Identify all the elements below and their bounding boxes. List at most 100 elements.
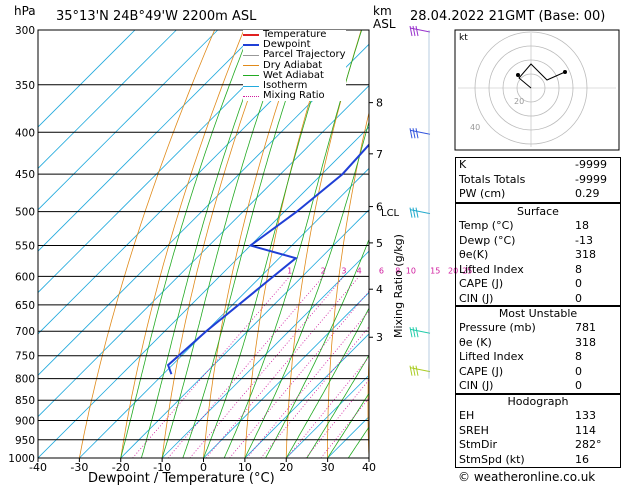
surface-value: 0 [575, 277, 582, 290]
surface-value: 0 [575, 291, 582, 305]
hodograph-row: StmDir 282° [456, 438, 620, 453]
legend-label: Dry Adiabat [263, 59, 323, 71]
hodograph-row: StmSpd (kt) 16 [456, 453, 620, 468]
hodograph-label: StmSpd (kt) [459, 452, 525, 466]
asl-label: ASL [373, 17, 396, 31]
wind-barb-feather [412, 327, 416, 338]
isotherm-line [38, 30, 301, 294]
legend-swatch [243, 85, 259, 87]
mixing-ratio-line [132, 276, 291, 458]
legend-swatch [243, 65, 259, 67]
km-tick-label: 6 [376, 201, 383, 214]
wind-barb [409, 27, 431, 33]
dry-adiabat [79, 30, 215, 458]
isotherm-line [203, 291, 369, 458]
index-label: PW (cm) [459, 187, 506, 200]
wet-adiabat [120, 30, 252, 458]
x-tick-label: -20 [112, 461, 130, 474]
mixing-ratio-label: 3 [341, 266, 346, 275]
legend-swatch [243, 54, 259, 56]
pressure-tick-label: 750 [15, 351, 35, 363]
unstable-table: Most Unstable Pressure (mb) 781 θe (K) 318 L… [455, 305, 621, 395]
location-title: 35°13'N 24B°49'W 2200m ASL [56, 9, 257, 24]
unstable-row: CIN (J) 0 [456, 379, 620, 394]
index-value: 0.29 [575, 187, 600, 200]
unstable-row: θe (K) 318 [456, 336, 620, 351]
mixing-ratio-label: 8 [395, 266, 400, 275]
legend-item: Isotherm [243, 80, 346, 91]
hodograph-frame [454, 29, 620, 151]
hodograph-trace [518, 63, 566, 89]
isotherm-line [244, 333, 369, 458]
index-row-totals: Totals Totals -9999 [456, 173, 620, 188]
pressure-tick-label: 450 [15, 169, 35, 181]
x-tick-label: -30 [70, 461, 88, 474]
wind-barb-feather [415, 207, 419, 218]
wet-adiabat [327, 392, 369, 458]
legend-swatch [243, 95, 259, 97]
datetime-title: 28.04.2022 21GMT (Base: 00) [410, 9, 606, 24]
mixing-ratio-line [167, 276, 324, 458]
hodograph-value: 16 [575, 452, 589, 466]
indices-table: K -9999 Totals Totals -9999 PW (cm) 0.29 [455, 157, 621, 203]
unstable-label: θe (K) [459, 335, 492, 349]
hodograph-title: Hodograph [507, 395, 569, 408]
isotherm-line [161, 250, 369, 458]
unstable-label: CAPE (J) [459, 364, 504, 378]
hodograph-ring-label: 40 [470, 123, 480, 132]
dewpoint-line [166, 143, 369, 375]
pressure-tick-label: 300 [15, 25, 35, 37]
surface-label: CAPE (J) [459, 277, 504, 290]
hodograph-value: 133 [575, 409, 596, 422]
unstable-row: Pressure (mb) 781 [456, 321, 620, 336]
hodograph-point [563, 70, 567, 74]
mixing-ratio-line [189, 276, 345, 458]
km-tick-label: 5 [376, 237, 383, 250]
wind-barb-feather [412, 25, 416, 37]
hodograph-value: 282° [575, 438, 602, 451]
hodograph-point [516, 73, 520, 77]
wind-barb-feather [409, 365, 413, 376]
mixing-ratio-label: 25 [462, 266, 472, 275]
wind-barb-feather [412, 207, 416, 218]
mixing-ratio-label: 2 [321, 266, 326, 275]
index-value: -9999 [575, 172, 607, 186]
isotherm-line [38, 30, 343, 335]
pressure-tick-label: 700 [15, 326, 35, 338]
legend-swatch [243, 34, 259, 37]
unstable-row: CAPE (J) 0 [456, 365, 620, 380]
surface-value: 318 [575, 248, 596, 261]
wind-barb-feather [412, 365, 416, 376]
surface-label: θe(K) [459, 248, 489, 261]
index-label: Totals Totals [459, 172, 526, 186]
mixing-ratio-label: 10 [406, 266, 416, 275]
surface-label: Dewp (°C) [459, 233, 516, 247]
isotherm-line [79, 167, 369, 458]
unstable-value: 781 [575, 321, 596, 334]
surface-label: Temp (°C) [459, 219, 514, 232]
unstable-value: 318 [575, 335, 596, 349]
pressure-tick-label: 650 [15, 300, 35, 312]
wind-barb-feather [409, 128, 413, 139]
pressure-tick-label: 550 [15, 240, 35, 252]
wind-barb [409, 328, 431, 334]
y-axis-label-right: Mixing Ratio (g/kg) [392, 234, 405, 338]
isotherm-line [38, 85, 369, 418]
surface-row: Lifted Index 8 [456, 263, 620, 278]
mixing-ratio-label: 6 [379, 266, 384, 275]
km-tick-label: 7 [376, 148, 383, 161]
legend-label: Parcel Trajectory [263, 49, 346, 61]
unstable-label: Pressure (mb) [459, 321, 536, 334]
unstable-value: 0 [575, 379, 582, 392]
wind-barb-feather [412, 128, 416, 139]
hodograph-unit-label: kt [459, 33, 468, 43]
mixing-ratio-label: 4 [357, 266, 362, 275]
wind-barb-feather [415, 365, 419, 376]
isotherm-line [38, 30, 260, 252]
mixing-ratio-line [246, 310, 369, 458]
pressure-tick-label: 350 [15, 80, 35, 92]
wind-barb [409, 209, 431, 215]
legend-item: Wet Adiabat [243, 70, 346, 81]
wind-barb-feather [409, 327, 413, 338]
surface-row: CIN (J) 0 [456, 292, 620, 307]
